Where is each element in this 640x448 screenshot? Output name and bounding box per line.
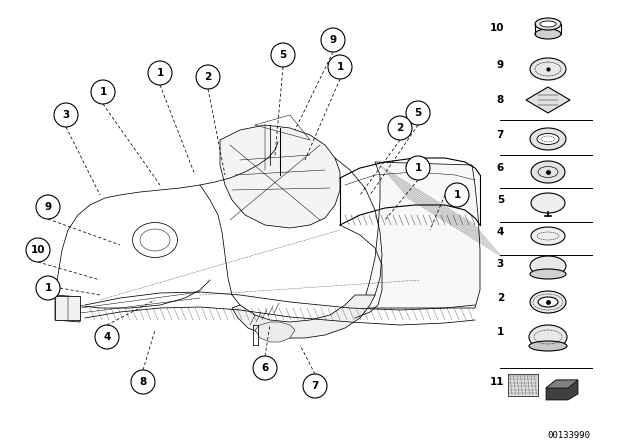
Circle shape bbox=[321, 28, 345, 52]
Text: 10: 10 bbox=[490, 23, 504, 33]
Circle shape bbox=[54, 103, 78, 127]
Circle shape bbox=[406, 101, 430, 125]
Ellipse shape bbox=[540, 21, 556, 27]
Polygon shape bbox=[546, 380, 578, 400]
Text: 1: 1 bbox=[414, 163, 422, 173]
Circle shape bbox=[148, 61, 172, 85]
Ellipse shape bbox=[535, 18, 561, 30]
Circle shape bbox=[253, 356, 277, 380]
Circle shape bbox=[388, 116, 412, 140]
Text: 11: 11 bbox=[490, 377, 504, 387]
Polygon shape bbox=[546, 380, 578, 388]
Circle shape bbox=[406, 156, 430, 180]
Bar bbox=[508, 374, 538, 396]
Text: 3: 3 bbox=[62, 110, 70, 120]
Text: 9: 9 bbox=[44, 202, 52, 212]
Text: 1: 1 bbox=[99, 87, 107, 97]
Ellipse shape bbox=[531, 161, 565, 183]
Text: 1: 1 bbox=[44, 283, 52, 293]
Text: 6: 6 bbox=[261, 363, 269, 373]
Ellipse shape bbox=[538, 297, 558, 307]
Text: 8: 8 bbox=[140, 377, 147, 387]
Ellipse shape bbox=[530, 269, 566, 279]
Text: 5: 5 bbox=[414, 108, 422, 118]
Polygon shape bbox=[55, 295, 80, 322]
Text: 00133990: 00133990 bbox=[547, 431, 590, 440]
Text: 5: 5 bbox=[280, 50, 287, 60]
Text: 4: 4 bbox=[497, 227, 504, 237]
Text: 4: 4 bbox=[103, 332, 111, 342]
Text: 7: 7 bbox=[497, 130, 504, 140]
Polygon shape bbox=[232, 295, 375, 338]
Circle shape bbox=[91, 80, 115, 104]
Circle shape bbox=[95, 325, 119, 349]
Text: 1: 1 bbox=[156, 68, 164, 78]
Circle shape bbox=[271, 43, 295, 67]
Text: 8: 8 bbox=[497, 95, 504, 105]
Ellipse shape bbox=[531, 193, 565, 213]
Bar bbox=[55, 296, 80, 320]
Text: 1: 1 bbox=[453, 190, 461, 200]
Ellipse shape bbox=[531, 227, 565, 245]
Circle shape bbox=[36, 276, 60, 300]
Circle shape bbox=[445, 183, 469, 207]
Text: 7: 7 bbox=[311, 381, 319, 391]
Text: 2: 2 bbox=[497, 293, 504, 303]
Circle shape bbox=[131, 370, 155, 394]
Ellipse shape bbox=[530, 58, 566, 80]
Polygon shape bbox=[355, 162, 480, 308]
Polygon shape bbox=[255, 322, 295, 342]
Circle shape bbox=[36, 195, 60, 219]
Text: 9: 9 bbox=[497, 60, 504, 70]
Text: 9: 9 bbox=[330, 35, 337, 45]
Ellipse shape bbox=[529, 325, 567, 349]
Ellipse shape bbox=[529, 341, 567, 351]
Polygon shape bbox=[220, 125, 340, 228]
Polygon shape bbox=[526, 87, 570, 113]
Text: 6: 6 bbox=[497, 163, 504, 173]
Ellipse shape bbox=[537, 134, 559, 145]
Circle shape bbox=[328, 55, 352, 79]
Text: 2: 2 bbox=[204, 72, 212, 82]
Text: 1: 1 bbox=[337, 62, 344, 72]
Ellipse shape bbox=[530, 256, 566, 276]
Text: 1: 1 bbox=[497, 327, 504, 337]
Text: 2: 2 bbox=[396, 123, 404, 133]
Ellipse shape bbox=[530, 128, 566, 150]
Text: 5: 5 bbox=[497, 195, 504, 205]
Circle shape bbox=[303, 374, 327, 398]
Circle shape bbox=[196, 65, 220, 89]
Text: 3: 3 bbox=[497, 259, 504, 269]
Text: 10: 10 bbox=[31, 245, 45, 255]
Ellipse shape bbox=[530, 291, 566, 313]
Circle shape bbox=[26, 238, 50, 262]
Ellipse shape bbox=[535, 29, 561, 39]
